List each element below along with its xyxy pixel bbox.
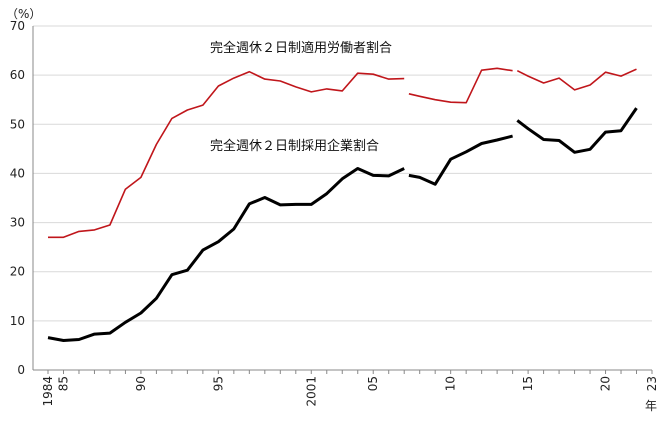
y-tick-label-10: 10 xyxy=(10,314,25,328)
x-axis-unit-label: 年 xyxy=(645,399,657,413)
series-lines xyxy=(47,67,638,342)
y-axis-unit-label: （%） xyxy=(6,7,41,21)
x-tick-label-1995: 95 xyxy=(211,376,225,391)
y-tick-label-40: 40 xyxy=(10,166,25,180)
annotation-companies-ratio: 完全週休２日制採用企業割合 xyxy=(210,138,379,154)
series-0-line-segment-0 xyxy=(48,70,405,239)
series-1-line-segment-2 xyxy=(516,107,638,154)
gridlines xyxy=(33,25,652,322)
x-axis-ticks: 1984 85 90 95 2001 05 10 15 20 23 xyxy=(41,370,659,407)
series-0-line-segment-1 xyxy=(408,67,513,104)
y-tick-label-50: 50 xyxy=(10,117,25,131)
series-1-line-segment-1 xyxy=(408,134,513,186)
x-tick-label-2015: 15 xyxy=(521,376,535,391)
annotation-workers-ratio: 完全週休２日制適用労働者割合 xyxy=(210,40,392,56)
x-tick-label-2023: 23 xyxy=(645,376,659,391)
y-tick-label-30: 30 xyxy=(10,216,25,230)
x-tick-label-2005: 05 xyxy=(366,376,380,391)
series-1-line-segment-0 xyxy=(47,167,405,342)
x-tick-label-1985: 85 xyxy=(56,376,70,391)
x-tick-label-1984: 1984 xyxy=(41,376,55,407)
series-0-line-segment-2 xyxy=(516,68,637,91)
y-tick-label-20: 20 xyxy=(10,265,25,279)
x-tick-label-2010: 10 xyxy=(444,376,458,391)
y-tick-label-70: 70 xyxy=(10,19,25,33)
x-tick-label-1990: 90 xyxy=(134,376,148,391)
x-tick-label-2020: 20 xyxy=(599,376,613,391)
y-tick-label-0: 0 xyxy=(17,363,25,377)
y-tick-label-60: 60 xyxy=(10,68,25,82)
y-axis-ticks: 0 10 20 30 40 50 60 70 xyxy=(10,19,25,377)
x-tick-label-2001: 2001 xyxy=(304,376,318,407)
